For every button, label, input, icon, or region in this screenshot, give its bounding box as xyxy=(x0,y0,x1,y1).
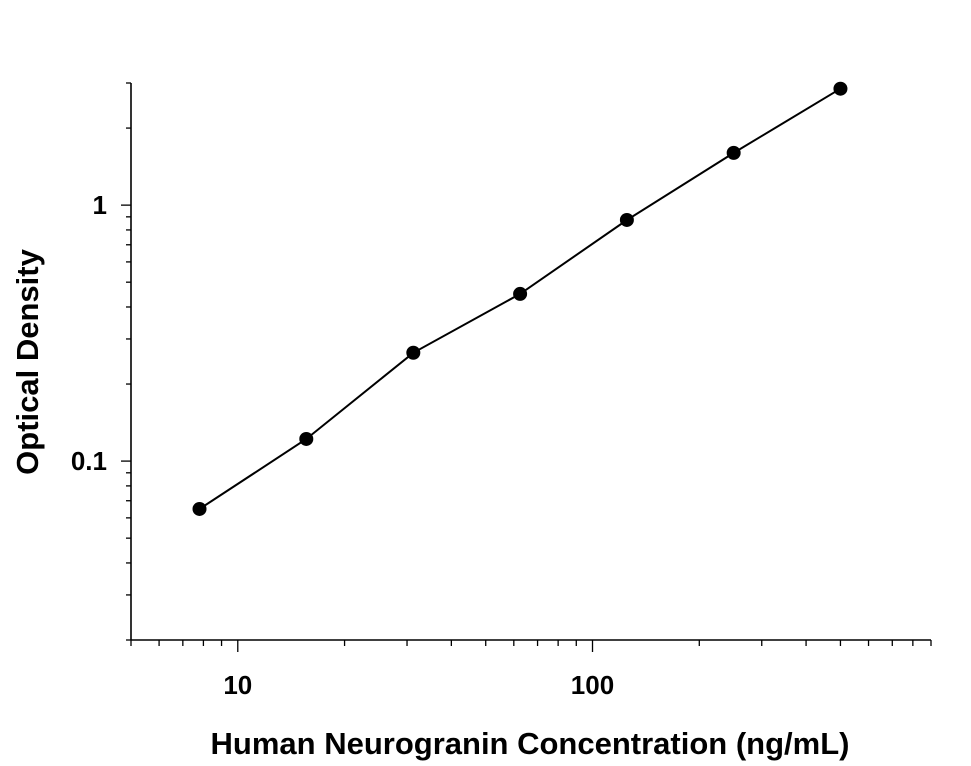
x-axis-title: Human Neurogranin Concentration (ng/mL) xyxy=(211,726,850,761)
x-tick-label: 100 xyxy=(571,670,614,700)
x-tick-labels: 10 100 xyxy=(223,670,614,700)
data-point xyxy=(513,286,528,301)
data-point xyxy=(726,145,741,160)
data-point xyxy=(299,431,314,446)
data-points xyxy=(192,81,848,516)
y-tick-label: 0.1 xyxy=(71,446,107,476)
y-tick-label: 1 xyxy=(93,190,107,220)
data-point xyxy=(619,212,634,227)
axes xyxy=(121,82,932,652)
x-ticks xyxy=(130,640,932,652)
data-point xyxy=(406,345,421,360)
y-axis-title: Optical Density xyxy=(10,248,45,474)
x-tick-label: 10 xyxy=(223,670,252,700)
data-point xyxy=(833,81,848,96)
y-ticks xyxy=(121,82,131,641)
data-point xyxy=(192,501,207,516)
y-tick-labels: 0.11 xyxy=(71,190,107,476)
